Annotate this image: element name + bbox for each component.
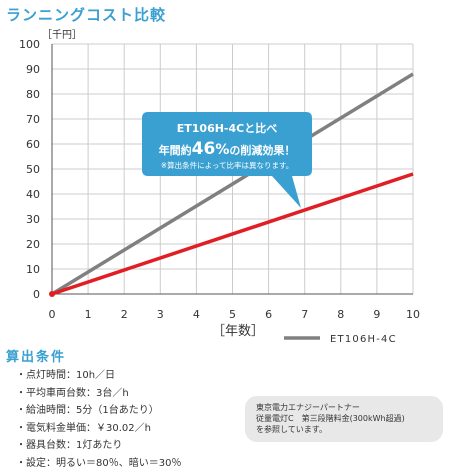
y-tick-label: 60 (26, 138, 40, 151)
callout-bubble (142, 112, 312, 208)
y-tick-label: 90 (26, 63, 40, 76)
running-cost-chart: 0 10 20 30 40 50 60 70 80 90 100 0 1 2 3 4 5 6 7 8 9 10 ［千円］ ［年… (19, 29, 420, 345)
condition-item: ・器具台数：1灯あたり (16, 440, 123, 451)
x-tick-label: 9 (373, 308, 380, 321)
y-tick-label: 50 (26, 163, 40, 176)
callout-line2-suffix: の削減効果！ (229, 143, 295, 157)
y-axis-label: ［千円］ (42, 29, 82, 41)
legend-label: ET106H-4C (330, 334, 397, 345)
y-tick-label: 70 (26, 113, 40, 126)
callout-line1: ET106H-4Cと比べ (177, 121, 277, 135)
x-axis-label: ［年数］ (212, 324, 264, 339)
y-tick-label: 30 (26, 213, 40, 226)
origin-point (49, 291, 55, 297)
note-line: 東京電力エナジーパートナー (256, 403, 360, 412)
note-box (245, 396, 443, 442)
x-tick-label: 10 (406, 308, 420, 321)
note-line: 従量電灯C 第三段階料金(300kWh超過) (256, 414, 405, 423)
condition-item: ・設定：明るい＝80％、暗い＝30％ (16, 457, 182, 469)
y-tick-label: 0 (33, 288, 40, 301)
note-text: 東京電力エナジーパートナー従量電灯C 第三段階料金(300kWh超過) を参照して… (256, 402, 446, 435)
condition-item: ・平均車両台数：3台／h (16, 387, 129, 399)
callout-note: ※算出条件によって比率は異なります。 (161, 160, 293, 170)
callout-unit: % (215, 142, 229, 158)
x-tick-label: 7 (301, 308, 308, 321)
y-tick-label: 100 (19, 38, 40, 51)
x-tick-label: 8 (337, 308, 344, 321)
conditions-list: ・点灯時間：10h／日・平均車両台数：3台／h ・給油時間：5分（1台あたり） ・電… (16, 367, 181, 472)
x-tick-label: 1 (85, 308, 92, 321)
callout-percent: 46 (192, 139, 216, 159)
y-tick-label: 20 (26, 238, 40, 251)
y-tick-label: 10 (26, 263, 40, 276)
callout-line2: 年間約46%の削減効果！ (159, 139, 296, 159)
y-tick-label: 40 (26, 188, 40, 201)
x-tick-label: 3 (157, 308, 164, 321)
callout-line2-prefix: 年間約 (159, 143, 192, 157)
condition-item: ・給油時間：5分（1台あたり） (16, 405, 159, 416)
x-tick-label: 5 (229, 308, 236, 321)
x-tick-label: 4 (193, 308, 200, 321)
condition-item: ・点灯時間：10h／日 (16, 370, 116, 381)
x-tick-label: 6 (265, 308, 272, 321)
x-tick-label: 2 (121, 308, 128, 321)
series-line (51, 172, 414, 296)
condition-item: ・電気料金単価：￥30.02／h (16, 422, 151, 434)
y-tick-label: 80 (26, 88, 40, 101)
page-title: ランニングコスト比較 (6, 6, 167, 24)
x-tick-label: 0 (49, 308, 56, 321)
series-line (51, 72, 414, 296)
conditions-title: 算出条件 (6, 350, 67, 365)
note-line: を参照しています。 (256, 425, 327, 434)
